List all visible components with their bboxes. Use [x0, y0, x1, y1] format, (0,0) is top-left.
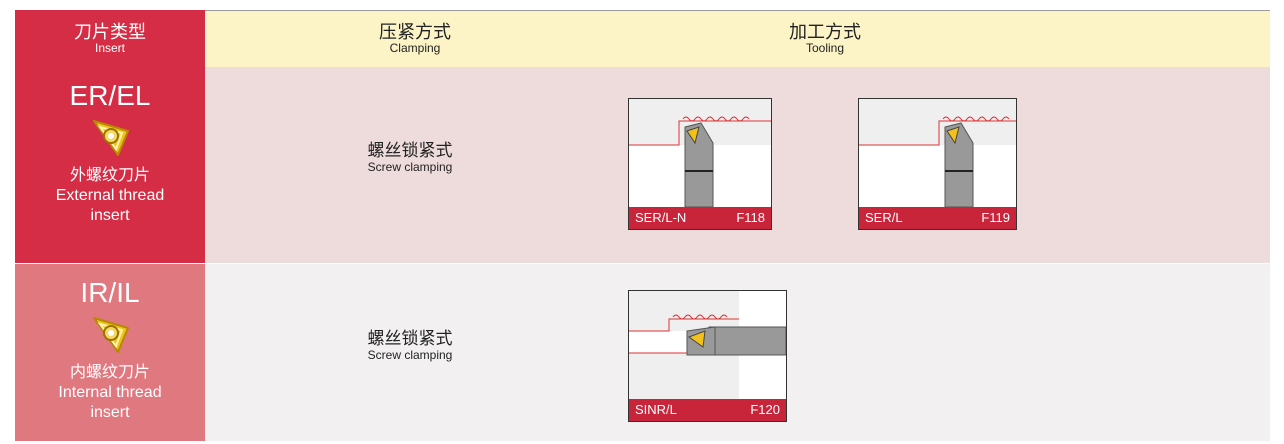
clamping-en: Screw clamping [367, 347, 453, 362]
insert-zh: 内螺纹刀片 [69, 364, 150, 381]
header-en: Clamping [389, 41, 441, 55]
clamping-zh: 螺丝锁紧式 [367, 328, 453, 348]
tool-page: F118 [736, 210, 765, 225]
icon-wrap [15, 115, 205, 164]
header-tooling: 加工方式 Tooling [720, 22, 930, 55]
tool-label: SINR/L F120 [629, 399, 786, 421]
tool-label: SER/L-N F118 [629, 207, 771, 229]
header-row [15, 10, 1270, 68]
header-zh: 压紧方式 [379, 22, 451, 42]
header-en: Tooling [805, 41, 845, 55]
insert-cell: ER/EL 外螺纹刀片 External thread insert [15, 67, 205, 263]
insert-icon [93, 317, 129, 353]
tool-card: SER/L F119 [858, 98, 1017, 230]
icon-wrap [15, 312, 205, 361]
clamping-zh: 螺丝锁紧式 [367, 141, 453, 160]
clamping-cell: 螺丝锁紧式 Screw clamping [310, 141, 510, 174]
tool-card: SINR/L F120 [628, 290, 787, 422]
tool-drawing [629, 99, 771, 208]
tool-label: SER/L F119 [859, 207, 1016, 229]
insert-cell: IR/IL 内螺纹刀片 Internal thread insert [15, 264, 205, 441]
header-en: Insert [94, 41, 125, 55]
tool-model: SER/L [865, 210, 903, 225]
header-clamping: 压紧方式 Clamping [310, 22, 520, 55]
tool-drawing [859, 99, 1016, 208]
tool-drawing [629, 291, 786, 399]
header-zh: 加工方式 [789, 22, 861, 42]
clamping-cell: 螺丝锁紧式 Screw clamping [310, 329, 510, 362]
insert-icon [93, 120, 129, 156]
tool-card: SER/L-N F118 [628, 98, 772, 230]
tool-page: F120 [750, 402, 780, 417]
header-insert: 刀片类型 Insert [15, 10, 205, 67]
tool-model: SINR/L [635, 402, 677, 417]
header-zh: 刀片类型 [74, 22, 146, 42]
insert-code: ER/EL [69, 80, 151, 111]
insert-en: Internal thread insert [58, 384, 162, 421]
insert-zh: 外螺纹刀片 [69, 167, 150, 184]
tool-model: SER/L-N [635, 210, 687, 225]
insert-en: External thread insert [55, 187, 165, 224]
insert-code: IR/IL [80, 277, 140, 308]
tool-page: F119 [981, 210, 1010, 225]
clamping-en: Screw clamping [367, 160, 453, 174]
